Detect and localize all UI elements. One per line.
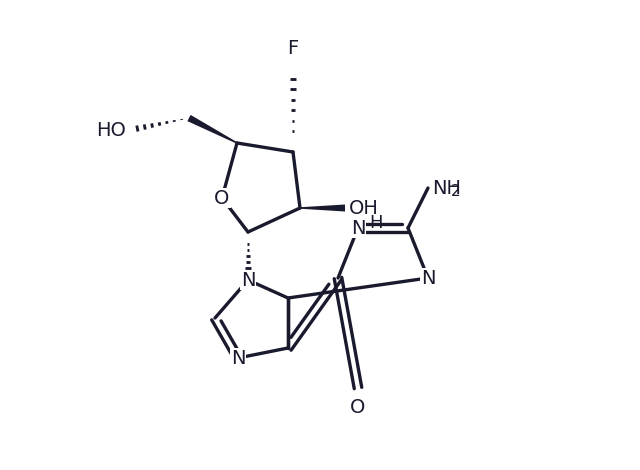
Text: 2: 2 — [451, 183, 461, 198]
Text: N: N — [351, 219, 365, 237]
Text: HO: HO — [96, 120, 126, 140]
Text: NH: NH — [432, 179, 461, 197]
Text: N: N — [420, 268, 435, 288]
Text: H: H — [369, 214, 383, 232]
Text: O: O — [350, 398, 365, 417]
Polygon shape — [188, 115, 237, 144]
Text: N: N — [241, 271, 255, 290]
Text: N: N — [231, 348, 245, 368]
Text: O: O — [214, 188, 230, 207]
Text: F: F — [287, 39, 299, 58]
Text: OH: OH — [349, 198, 379, 218]
Polygon shape — [300, 204, 345, 212]
